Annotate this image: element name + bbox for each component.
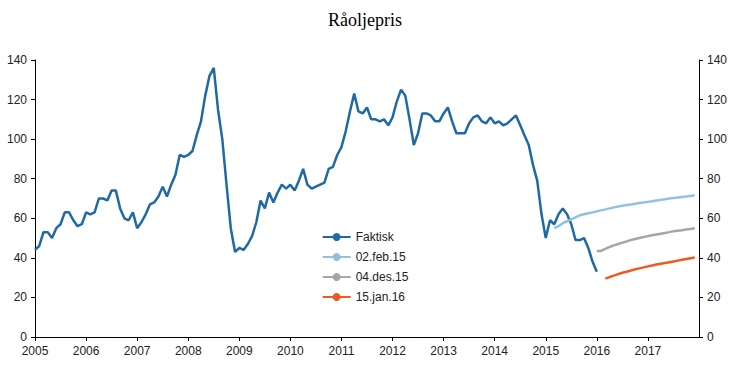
svg-text:0: 0 [20, 330, 27, 344]
svg-text:2008: 2008 [175, 344, 202, 358]
svg-text:15.jan.16: 15.jan.16 [356, 290, 406, 304]
svg-text:80: 80 [707, 172, 721, 186]
svg-text:140: 140 [7, 53, 27, 67]
svg-text:Råoljepris: Råoljepris [328, 10, 402, 30]
svg-text:2009: 2009 [226, 344, 253, 358]
svg-text:2011: 2011 [329, 344, 355, 358]
svg-text:02.feb.15: 02.feb.15 [356, 250, 406, 264]
svg-text:2014: 2014 [481, 344, 508, 358]
svg-text:0: 0 [707, 330, 714, 344]
svg-text:2012: 2012 [379, 344, 406, 358]
svg-text:40: 40 [707, 251, 721, 265]
svg-text:2010: 2010 [277, 344, 304, 358]
svg-text:2013: 2013 [430, 344, 457, 358]
svg-text:20: 20 [707, 290, 721, 304]
svg-text:2005: 2005 [22, 344, 49, 358]
svg-text:Faktisk: Faktisk [356, 230, 395, 244]
svg-text:2015: 2015 [532, 344, 559, 358]
svg-text:60: 60 [14, 211, 28, 225]
svg-text:120: 120 [707, 93, 727, 107]
svg-text:04.des.15: 04.des.15 [356, 270, 409, 284]
svg-text:100: 100 [707, 132, 727, 146]
svg-text:20: 20 [14, 290, 28, 304]
svg-text:140: 140 [707, 53, 727, 67]
svg-text:40: 40 [14, 251, 28, 265]
svg-text:2017: 2017 [635, 344, 662, 358]
svg-text:2016: 2016 [583, 344, 610, 358]
svg-text:2006: 2006 [73, 344, 100, 358]
svg-text:60: 60 [707, 211, 721, 225]
svg-text:100: 100 [7, 132, 27, 146]
svg-text:120: 120 [7, 93, 27, 107]
svg-text:2007: 2007 [124, 344, 151, 358]
svg-text:80: 80 [14, 172, 28, 186]
